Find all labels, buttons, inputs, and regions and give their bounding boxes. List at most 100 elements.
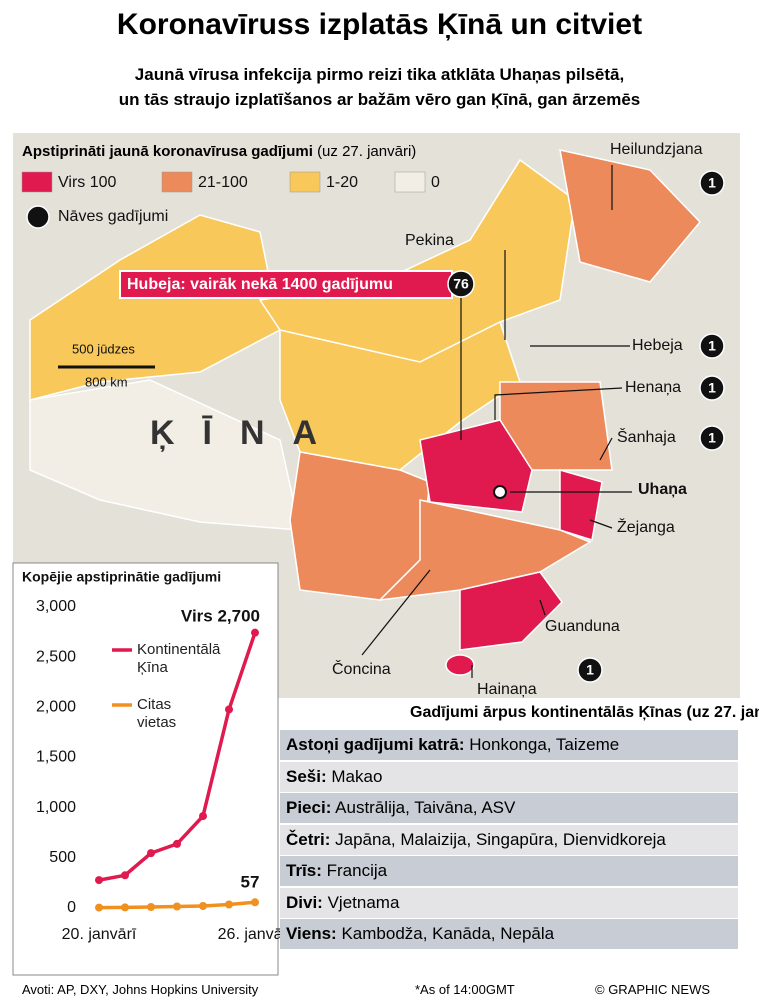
table-row: Seši: Makao: [280, 761, 738, 792]
death-count: 1: [708, 380, 716, 396]
place-label: Uhaņa: [638, 481, 687, 498]
legend-label: Nāves gadījumi: [58, 208, 168, 225]
place-label: Žejanga: [617, 517, 675, 536]
legend-swatch: [289, 171, 321, 193]
legend-label: 21-100: [198, 174, 248, 191]
scale-label: 500 jūdzes: [72, 341, 135, 356]
death-count: 1: [708, 430, 716, 446]
point: [95, 876, 103, 885]
data-label: 57: [241, 872, 260, 891]
death-count: 1: [586, 662, 594, 678]
point: [251, 898, 259, 907]
title: Koronavīruss izplatās Ķīnā un citviet: [116, 8, 643, 41]
death-count: 76: [453, 276, 469, 292]
row-text: Japāna, Malaizija, Singapūra, Dienvidkor…: [335, 829, 666, 849]
table-row: Pieci: Austrālija, Taivāna, ASV: [280, 793, 738, 823]
credit: © GRAPHIC NEWS: [595, 982, 711, 997]
point: [199, 812, 207, 821]
table-row: Astoņi gadījumi katrā: Honkonga, Taizeme: [280, 730, 738, 760]
y-tick-label: 2,500: [36, 648, 76, 665]
x-tick-label: 26. janvārī: [218, 926, 293, 943]
place-label: Čoncina: [332, 659, 391, 678]
legend-name: Kontinentālā Ķīna: [137, 641, 221, 676]
death-marker: [699, 170, 725, 196]
place-label: Hebeja: [632, 337, 683, 354]
point: [225, 900, 233, 909]
y-tick-label: 1,500: [36, 749, 76, 766]
place-label: Šanhaja: [617, 427, 676, 446]
legend-label: 0: [431, 174, 440, 191]
map: [29, 149, 702, 676]
subtitle: Jaunā vīrusa infekcija pirmo reizi tika …: [134, 65, 625, 84]
row-text: Makao: [331, 766, 383, 786]
point: [121, 871, 129, 880]
row-text: Honkonga, Taizeme: [469, 735, 620, 754]
legend-label: 1-20: [326, 174, 358, 191]
table-row: Viens: Kambodža, Kanāda, Nepāla: [280, 919, 738, 949]
scale-label: 800 km: [85, 374, 128, 389]
table-row: Četri: Japāna, Malaizija, Singapūra, Die…: [280, 824, 738, 855]
row-text: Francija: [326, 861, 388, 880]
row-label: Trīs:: [286, 861, 322, 880]
point: [147, 849, 155, 858]
death-marker: [699, 375, 725, 401]
hubei-label: Hubeja: vairāk nekā 1400 gadījumu: [127, 276, 393, 293]
legend-label: Virs 100: [58, 174, 117, 191]
point: [199, 901, 207, 910]
row-label: Seši:: [286, 766, 327, 786]
place-label: Hainaņa: [477, 681, 537, 698]
chart-title: Kopējie apstiprinātie gadījumi: [22, 569, 221, 585]
row-text: Kambodža, Kanāda, Nepāla: [341, 924, 555, 943]
subtitle: un tās straujo izplatīšanos ar bažām vēr…: [118, 90, 641, 109]
death-marker: [699, 425, 725, 451]
death-marker: [699, 333, 725, 359]
point: [95, 903, 103, 912]
point: [251, 628, 259, 637]
leader-lines: [58, 165, 632, 678]
legend-name: Citas vietas: [137, 696, 177, 731]
y-tick-label: 0: [67, 899, 76, 916]
row-label: Divi:: [286, 892, 323, 912]
place-label: Pekina: [405, 232, 454, 249]
table-row: Trīs: Francija: [280, 856, 738, 886]
legend-swatch: [161, 171, 193, 193]
place-label: Heilundzjana: [610, 141, 703, 158]
table-title: Gadījumi ārpus kontinentālās Ķīnas (uz 2…: [410, 704, 759, 721]
legend-swatch: [394, 171, 426, 193]
death-marker: [577, 657, 603, 683]
death-count: 1: [708, 175, 716, 191]
legend-title: Apstiprināti jaunā koronavīrusa gadījumi…: [22, 143, 416, 160]
sources: Avoti: AP, DXY, Johns Hopkins University: [22, 982, 259, 997]
y-tick-label: 3,000: [36, 598, 76, 615]
place-label: Guanduna: [545, 618, 620, 635]
wuhan-marker: [493, 485, 507, 499]
legend-note: (uz 27. janvāri): [317, 143, 417, 160]
point: [173, 839, 181, 848]
point: [225, 705, 233, 714]
death-count: 1: [708, 338, 716, 354]
y-tick-label: 2,000: [36, 699, 76, 716]
table-row: Divi: Vjetnama: [280, 887, 738, 918]
row-text: Vjetnama: [327, 892, 400, 912]
y-tick-label: 500: [49, 849, 76, 866]
country-label: ĶĪNA: [150, 414, 345, 452]
place-label: Henaņa: [625, 379, 681, 396]
point: [173, 902, 181, 911]
annotation: Virs 2,700: [181, 606, 260, 625]
death-marker: [26, 205, 50, 229]
row-label: Astoņi gadījumi katrā:: [286, 735, 465, 754]
legend-swatch: [21, 171, 53, 193]
row-label: Četri:: [286, 829, 331, 849]
legend-title-text: Apstiprināti jaunā koronavīrusa gadījumi: [22, 143, 313, 160]
note: *As of 14:00GMT: [415, 982, 515, 997]
row-text: Austrālija, Taivāna, ASV: [335, 798, 516, 817]
x-tick-label: 20. janvārī: [62, 926, 137, 943]
y-tick-label: 1,000: [36, 799, 76, 816]
row-label: Viens:: [286, 924, 337, 943]
point: [121, 903, 129, 912]
death-marker: [447, 270, 475, 298]
row-label: Pieci:: [286, 798, 332, 817]
point: [147, 902, 155, 911]
